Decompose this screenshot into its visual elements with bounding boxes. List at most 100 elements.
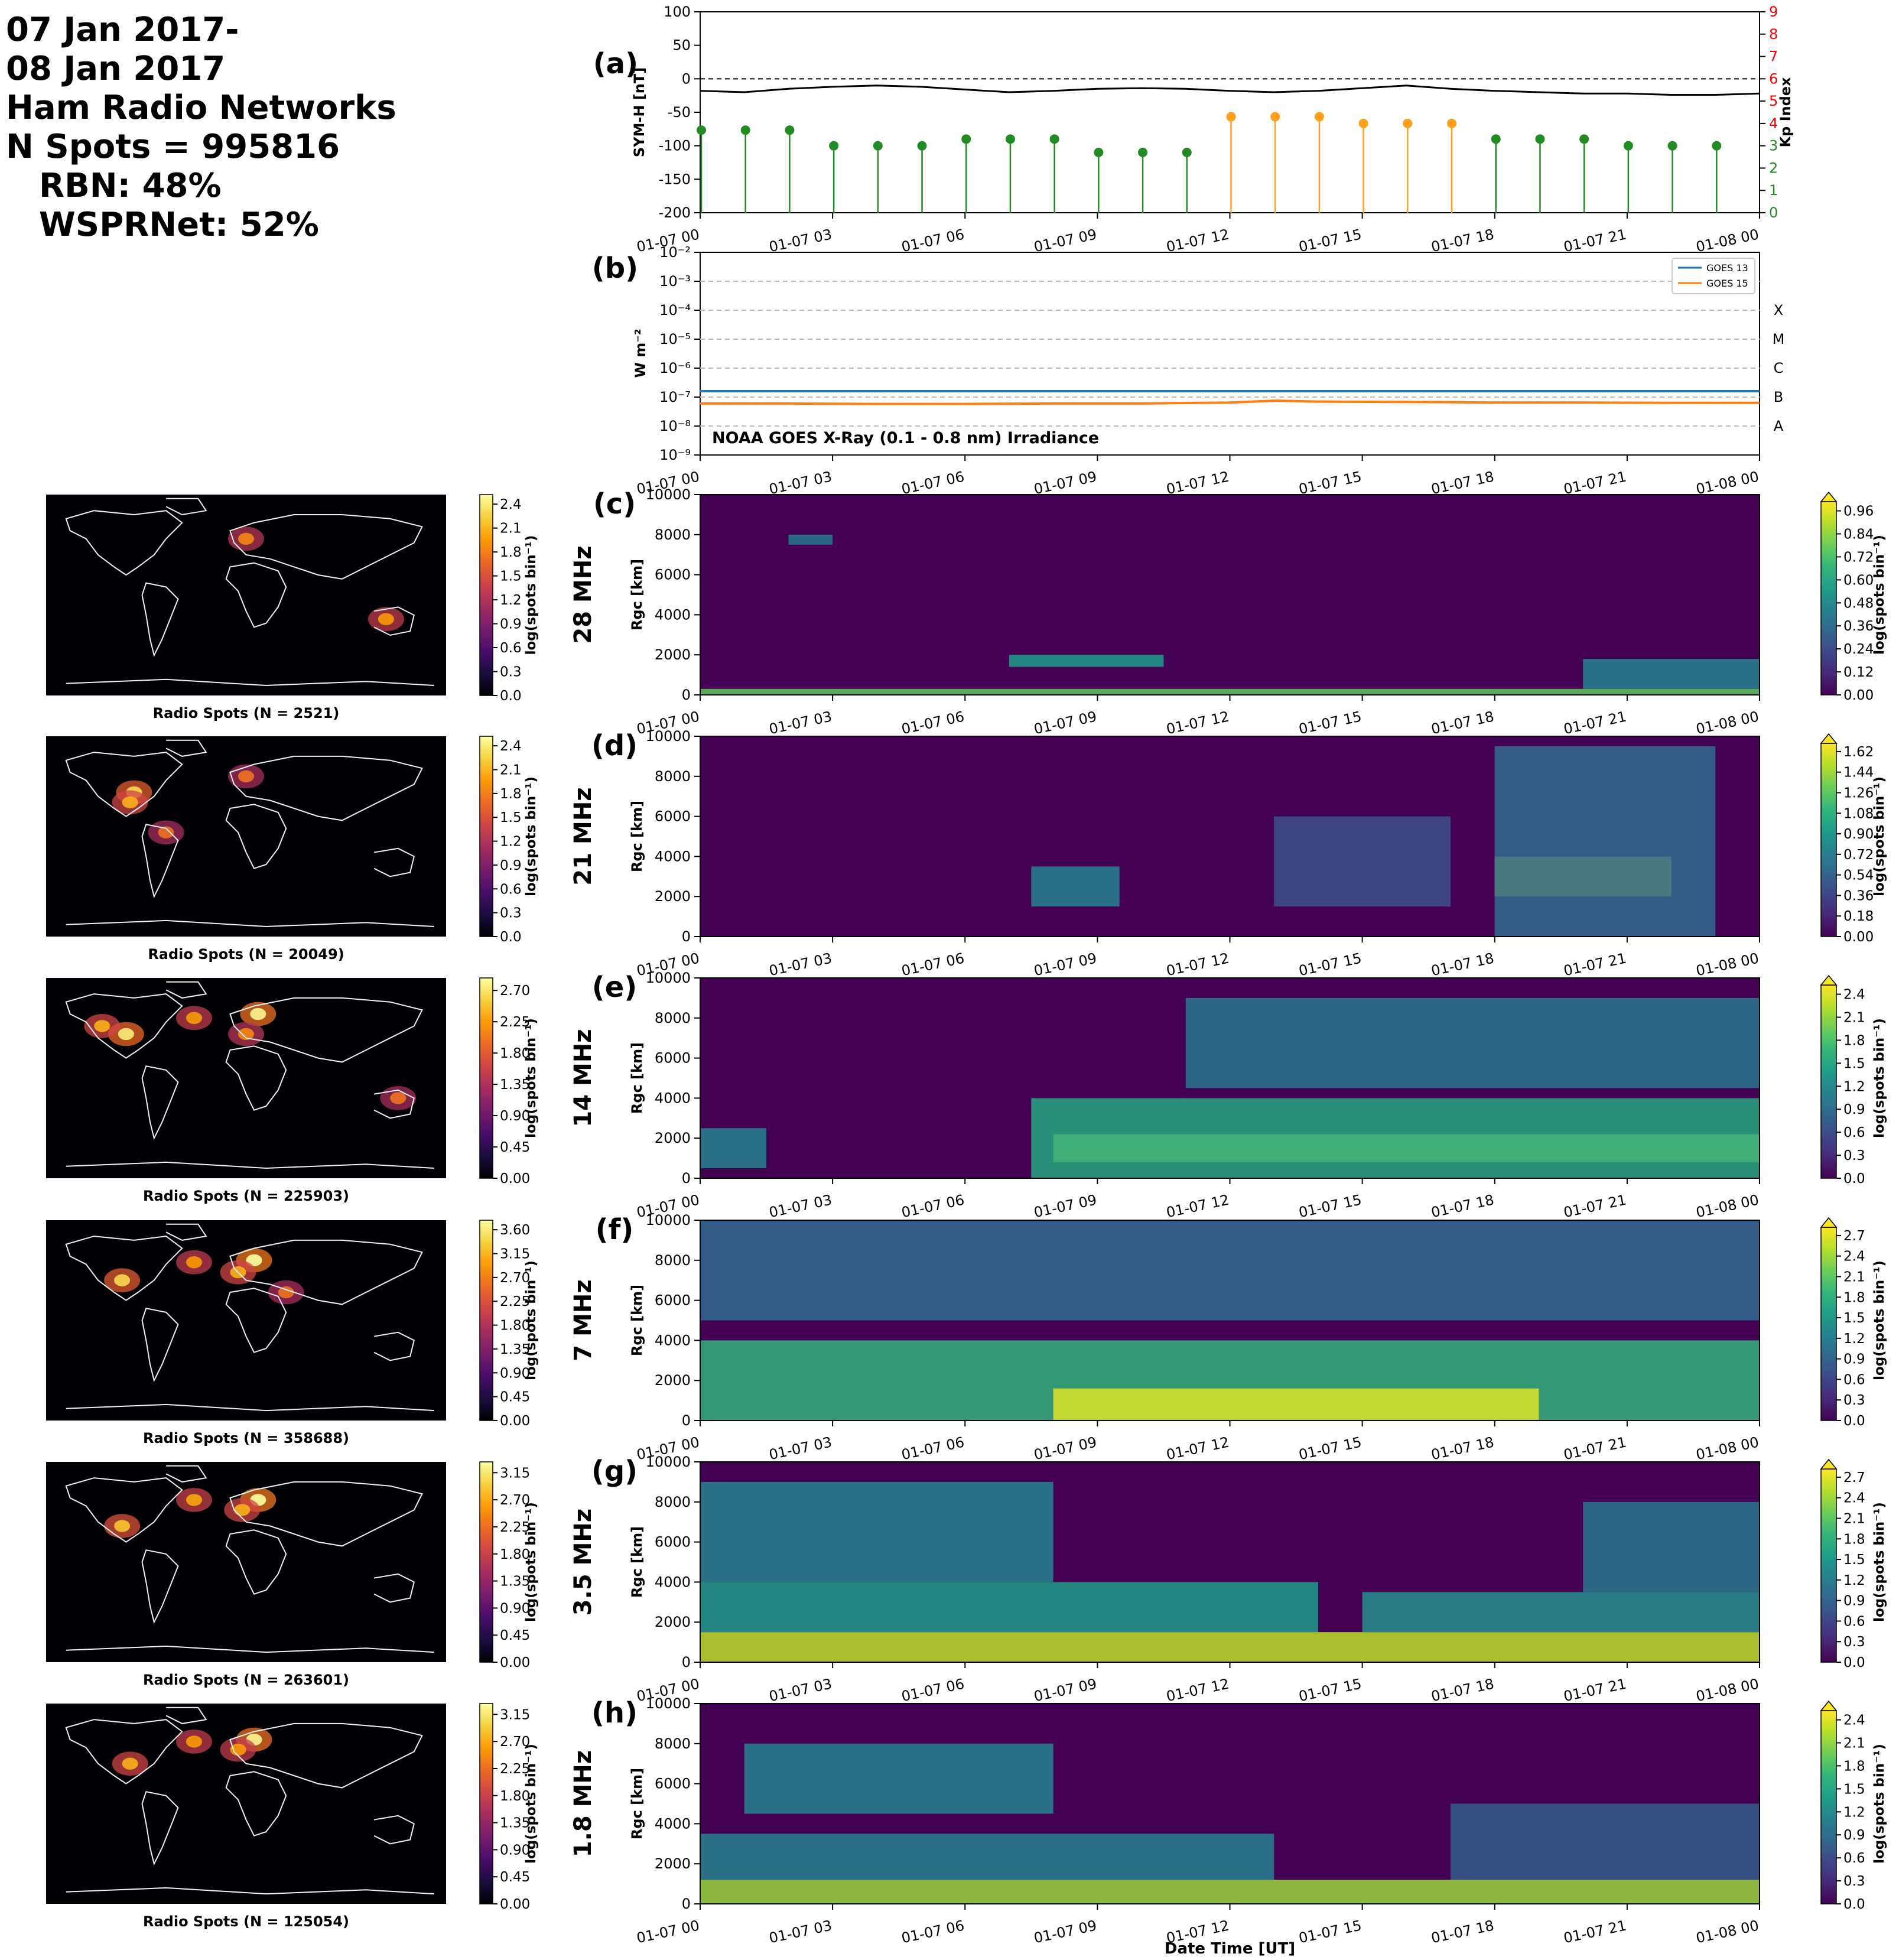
panel-f-ylabel: Rgc [km]	[629, 1285, 645, 1356]
panel-f-map-colorbar-tick-label: 3.15	[500, 1247, 530, 1262]
spot-density-core	[278, 1286, 294, 1299]
panel-a-tick-label: 01-07 12	[1165, 226, 1230, 255]
panel-h-tick-label: 01-07 03	[768, 1917, 833, 1946]
coastline	[66, 1887, 434, 1895]
panel-g-colorbar-tick-label: 0.6	[1843, 1614, 1865, 1629]
panel-e-colorbar-tick-label: 0.9	[1843, 1102, 1865, 1117]
kp-marker	[1270, 112, 1280, 122]
panel-b-tick-label: 01-07 15	[1298, 468, 1363, 498]
panel-f-map-colorbar-label: log(spots bin⁻¹)	[523, 1260, 539, 1380]
panel-d-colorbar-tick-label: 0.72	[1843, 847, 1874, 863]
panel-b-tick-label: 01-07 03	[768, 468, 833, 498]
goes-tick-label: 10⁻⁵	[659, 331, 691, 347]
panel-e-tick-label: 8000	[655, 1010, 691, 1026]
panel-g-map-colorbar-tick-label: 1.80	[500, 1547, 530, 1562]
panel-d-label: (d)	[591, 729, 638, 762]
panel-d-tick-label: 01-07 15	[1298, 950, 1363, 979]
heatmap-cell	[1009, 655, 1164, 667]
panel-h-tick-label: 8000	[655, 1735, 691, 1752]
coastline	[165, 1707, 207, 1724]
panel-e-tick-label: 01-07 21	[1562, 1191, 1628, 1221]
panel-g-map-colorbar-tick-label: 0.00	[500, 1655, 530, 1670]
heatmap-cell	[1451, 1803, 1760, 1880]
panel-d-tick-label: 01-07 09	[1032, 950, 1098, 979]
coastline	[66, 919, 434, 928]
kp-marker	[961, 134, 971, 144]
panel-g-colorbar-tick-label: 2.4	[1843, 1491, 1865, 1506]
goes-tick-label: 10⁻⁶	[659, 360, 691, 376]
header-rbn-share: RBN: 48%	[39, 167, 222, 205]
panel-c-label: (c)	[593, 487, 636, 521]
spot-density-core	[378, 613, 394, 626]
panel-f-colorbar-tick-label: 1.5	[1843, 1311, 1865, 1326]
panel-f-map-caption: Radio Spots (N = 358688)	[143, 1430, 349, 1447]
coastline	[229, 1722, 423, 1789]
kp-marker	[1535, 134, 1545, 144]
panel-c-tick-label: 01-07 15	[1298, 708, 1363, 737]
kp-marker	[1447, 118, 1457, 128]
panel-d-colorbar-tick-label: 0.00	[1843, 929, 1874, 945]
panel-f-map-colorbar-tick-label: 0.90	[500, 1366, 530, 1381]
panel-g-colorbar-tick-label: 0.3	[1843, 1634, 1865, 1650]
coastline	[65, 1719, 183, 1785]
coastline	[165, 1223, 207, 1241]
panel-d-colorbar-tick-label: 1.62	[1843, 745, 1874, 760]
panel-f-colorbar-tick-label: 2.4	[1843, 1249, 1865, 1265]
panel-a-tick-label: 01-07 21	[1562, 226, 1628, 255]
goes-annotation: NOAA GOES X-Ray (0.1 - 0.8 nm) Irradianc…	[712, 429, 1099, 447]
panel-f-colorbar-tick-label: 1.8	[1843, 1290, 1865, 1305]
symh-tick-label: 100	[664, 4, 691, 20]
panel-e-map-colorbar-label: log(spots bin⁻¹)	[523, 1018, 539, 1138]
panel-e-tick-label: 01-07 12	[1165, 1191, 1230, 1221]
goes-tick-label: 10⁻³	[659, 273, 691, 290]
panel-h-tick-label: 01-07 15	[1298, 1917, 1363, 1946]
panel-b-tick-label: 01-07 18	[1430, 468, 1495, 498]
coastline	[141, 1065, 179, 1140]
heatmap-cell	[700, 1834, 1274, 1880]
spot-density-core	[238, 532, 255, 545]
panel-f-map-colorbar-tick-label: 0.45	[500, 1390, 530, 1405]
kp-marker	[829, 141, 839, 151]
panel-d-tick-label: 01-07 03	[768, 950, 833, 979]
coastline	[165, 498, 207, 516]
panel-g-label: (g)	[591, 1455, 638, 1488]
colorbar-extend-arrow	[1820, 733, 1838, 744]
panel-e-colorbar-tick-label: 1.5	[1843, 1056, 1865, 1071]
panel-c-colorbar-tick-label: 0.48	[1843, 596, 1874, 611]
coastline	[65, 1477, 183, 1543]
panel-c-map-colorbar-label: log(spots bin⁻¹)	[523, 535, 539, 655]
panel-f-colorbar-label: log(spots bin⁻¹)	[1872, 1260, 1887, 1380]
panel-h-tick-label: 10000	[646, 1695, 691, 1712]
panel-d-tick-label: 0	[682, 928, 691, 945]
panel-d-map-colorbar-tick-label: 1.2	[500, 834, 522, 850]
panel-e-colorbar-tick-label: 0.3	[1843, 1148, 1865, 1163]
panel-h-map-caption: Radio Spots (N = 125054)	[143, 1913, 349, 1930]
coastline	[373, 1573, 415, 1603]
goes-legend: GOES 13 GOES 15	[1672, 258, 1755, 294]
panel-d-tick-label: 01-07 21	[1562, 950, 1628, 979]
panel-h-tick-label: 0	[682, 1896, 691, 1912]
panel-c-tick-label: 10000	[646, 486, 691, 503]
symh-tick-label: -100	[659, 138, 691, 154]
panel-h-colorbar-tick-label: 0.6	[1843, 1851, 1865, 1866]
heatmap-cell	[1031, 866, 1120, 907]
panel-g-map-colorbar-label: log(spots bin⁻¹)	[523, 1502, 539, 1622]
panel-h-map-colorbar-tick-label: 3.15	[500, 1707, 530, 1722]
header-spot-count: N Spots = 995816	[6, 128, 340, 166]
panel-h-map-colorbar-tick-label: 0.45	[500, 1870, 530, 1885]
coastline	[373, 1815, 415, 1845]
panel-g-colorbar-tick-label: 1.2	[1843, 1573, 1865, 1588]
panel-c-colorbar-tick-label: 0.72	[1843, 550, 1874, 565]
panel-e-tick-label: 10000	[646, 970, 691, 986]
panel-e-map-colorbar-tick-label: 0.00	[500, 1171, 530, 1187]
panel-d-map-colorbar-tick-label: 0.9	[500, 858, 522, 873]
panel-c-map-colorbar	[479, 494, 493, 696]
panel-h-colorbar-tick-label: 0.3	[1843, 1874, 1865, 1889]
panel-d-tick-label: 2000	[655, 888, 691, 905]
panel-b-tick-label: 01-07 21	[1562, 468, 1628, 498]
panel-g-tick-label: 8000	[655, 1494, 691, 1510]
panel-c-colorbar-tick-label: 0.00	[1843, 688, 1874, 703]
panel-g-map-colorbar-tick-label: 1.35	[500, 1574, 530, 1590]
panel-c-colorbar-tick-label: 0.60	[1843, 573, 1874, 588]
goes-tick-label: 10⁻⁹	[659, 447, 691, 463]
